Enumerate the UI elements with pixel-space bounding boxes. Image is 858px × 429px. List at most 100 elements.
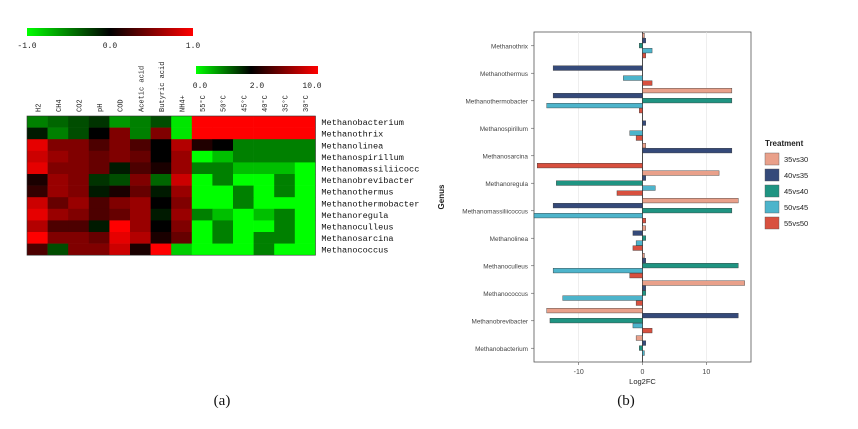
heatmap-cell bbox=[274, 174, 296, 186]
heatmap-cell bbox=[27, 162, 48, 175]
y-tick-label: Methanothermus bbox=[480, 71, 528, 78]
heatmap-cell bbox=[109, 197, 131, 210]
bar-50vs45 bbox=[552, 268, 643, 274]
heatmap-row-label: Methanothermus bbox=[321, 188, 393, 198]
heatmap-column-label: 45°C bbox=[240, 95, 249, 112]
legend-swatch bbox=[764, 200, 780, 214]
bar-35vs30 bbox=[642, 88, 733, 94]
heatmap-cell bbox=[294, 174, 316, 186]
heatmap-cell bbox=[130, 232, 151, 244]
heatmap-cell bbox=[212, 197, 234, 210]
heatmap-cell bbox=[171, 127, 193, 140]
bar-50vs45 bbox=[629, 130, 643, 136]
heatmap-cell bbox=[253, 174, 275, 186]
correlation-color-key: -1.0 0.0 1.0 bbox=[17, 28, 200, 51]
heatmap-cell bbox=[130, 116, 151, 128]
heatmap-cell bbox=[233, 185, 254, 198]
heatmap-cell bbox=[88, 139, 110, 152]
correlation-key-tick-label: 0.0 bbox=[103, 42, 118, 51]
heatmap-cell bbox=[253, 232, 275, 244]
heatmap-row-label: Methanolinea bbox=[321, 141, 383, 151]
bar-55vs50 bbox=[629, 273, 643, 279]
abundance-key-tick-label: 10.0 bbox=[302, 82, 321, 91]
bar-50vs45 bbox=[635, 240, 643, 246]
heatmap-cell bbox=[274, 185, 296, 198]
heatmap-cell bbox=[212, 139, 234, 152]
heatmap-cell bbox=[253, 243, 275, 256]
heatmap-cell bbox=[212, 127, 234, 140]
heatmap-cell bbox=[253, 197, 275, 210]
heatmap-cell bbox=[212, 116, 234, 128]
heatmap-column-label: 55°C bbox=[199, 95, 208, 112]
abundance-color-key: 0.0 2.0 10.0 bbox=[193, 66, 322, 91]
heatmap-cell bbox=[171, 197, 193, 210]
bar-55vs50 bbox=[635, 300, 643, 306]
heatmap-cell bbox=[150, 208, 172, 221]
heatmap-cell bbox=[294, 162, 316, 175]
heatmap-cell bbox=[191, 185, 213, 198]
heatmap-cell bbox=[233, 243, 254, 256]
heatmap-cell bbox=[233, 127, 254, 140]
heatmap-cell bbox=[150, 116, 172, 128]
heatmap-cell bbox=[294, 150, 316, 163]
bar-chart-panel: Methanothrix Methanothermus Methanothermob… bbox=[437, 31, 808, 409]
heatmap-cell bbox=[212, 232, 234, 244]
bar-45vs40 bbox=[556, 180, 643, 186]
panel-label: (a) bbox=[214, 393, 231, 409]
heatmap-cell bbox=[47, 220, 69, 233]
heatmap-cell bbox=[27, 197, 48, 210]
heatmap-cell bbox=[130, 150, 151, 163]
y-tick-label: Methanoregula bbox=[485, 181, 528, 188]
heatmap-cell bbox=[274, 208, 296, 221]
heatmap-cell bbox=[150, 127, 172, 140]
heatmap-row-label: Methanobrevibacter bbox=[321, 176, 414, 186]
heatmap-cell bbox=[171, 116, 193, 128]
heatmap-cell bbox=[150, 150, 172, 163]
bar-55vs50 bbox=[536, 163, 643, 169]
bar-50vs45 bbox=[642, 185, 656, 191]
heatmap-cell bbox=[171, 150, 193, 163]
heatmap-column-label: COD bbox=[118, 99, 126, 112]
heatmap-cell bbox=[68, 208, 90, 221]
y-tick-label: Methanomassiliicoccus bbox=[462, 208, 528, 215]
heatmap-cell bbox=[253, 162, 275, 175]
heatmap-cell bbox=[171, 243, 193, 256]
heatmap-cells bbox=[27, 116, 316, 256]
heatmap-cell bbox=[130, 185, 151, 198]
heatmap-cell bbox=[47, 197, 69, 210]
heatmap-cell bbox=[88, 150, 110, 163]
heatmap-cell bbox=[150, 220, 172, 233]
heatmap-cell bbox=[130, 208, 151, 221]
heatmap-cell bbox=[130, 174, 151, 186]
heatmap-cell bbox=[47, 127, 69, 140]
y-tick-label: Methanolinea bbox=[490, 236, 529, 243]
heatmap-cell bbox=[109, 243, 131, 256]
heatmap-cell bbox=[191, 127, 213, 140]
heatmap-cell bbox=[274, 139, 296, 152]
bar-55vs50 bbox=[616, 190, 643, 196]
bar-40vs35 bbox=[632, 230, 643, 236]
x-tick-label: 0 bbox=[641, 369, 645, 376]
heatmap-cell bbox=[130, 127, 151, 140]
heatmap-cell bbox=[27, 174, 48, 186]
heatmap-cell bbox=[253, 139, 275, 152]
y-axis-title: Genus bbox=[437, 184, 446, 209]
bar-45vs40 bbox=[639, 345, 643, 351]
heatmap-cell bbox=[109, 139, 131, 152]
heatmap-cell bbox=[27, 220, 48, 233]
heatmap-cell bbox=[130, 162, 151, 175]
heatmap-cell bbox=[253, 185, 275, 198]
heatmap-cell bbox=[27, 139, 48, 152]
heatmap-cell bbox=[191, 220, 213, 233]
bar-50vs45 bbox=[546, 103, 643, 109]
heatmap-cell bbox=[150, 197, 172, 210]
bar-40vs35 bbox=[642, 120, 646, 126]
heatmap-cell bbox=[171, 232, 193, 244]
heatmap-cell bbox=[150, 232, 172, 244]
heatmap-cell bbox=[109, 232, 131, 244]
bar-45vs40 bbox=[642, 208, 733, 214]
legend-label: 35vs30 bbox=[784, 155, 808, 164]
heatmap-cell bbox=[212, 185, 234, 198]
heatmap-cell bbox=[130, 139, 151, 152]
